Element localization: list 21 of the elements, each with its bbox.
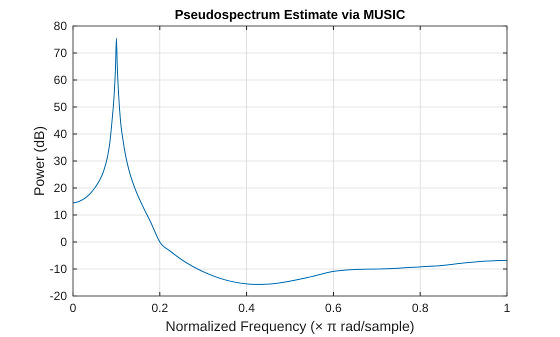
x-axis-title: Normalized Frequency (× π rad/sample) (166, 318, 414, 334)
y-tick-label: 70 (54, 46, 68, 60)
x-tick-label: 0.4 (238, 301, 256, 315)
y-tick-label: 20 (54, 181, 68, 195)
x-tick-label: 0 (70, 301, 77, 315)
y-tick-label: 80 (54, 19, 68, 33)
x-tick-label: 0.8 (412, 301, 429, 315)
y-tick-label: -20 (50, 289, 68, 303)
chart-title: Pseudospectrum Estimate via MUSIC (174, 7, 406, 22)
y-tick-label: 40 (54, 127, 68, 141)
x-tick-label: 1 (504, 301, 511, 315)
y-tick-label: -10 (50, 262, 68, 276)
y-tick-label: 10 (54, 208, 68, 222)
y-tick-label: 50 (54, 100, 68, 114)
y-tick-label: 60 (54, 73, 68, 87)
y-tick-label: 30 (54, 154, 68, 168)
line-series (72, 38, 508, 285)
y-axis-title: Power (dB) (31, 126, 47, 196)
x-tick-label: 0.2 (151, 301, 168, 315)
y-tick-label: 0 (60, 235, 68, 249)
x-tick-label: 0.6 (325, 301, 342, 315)
